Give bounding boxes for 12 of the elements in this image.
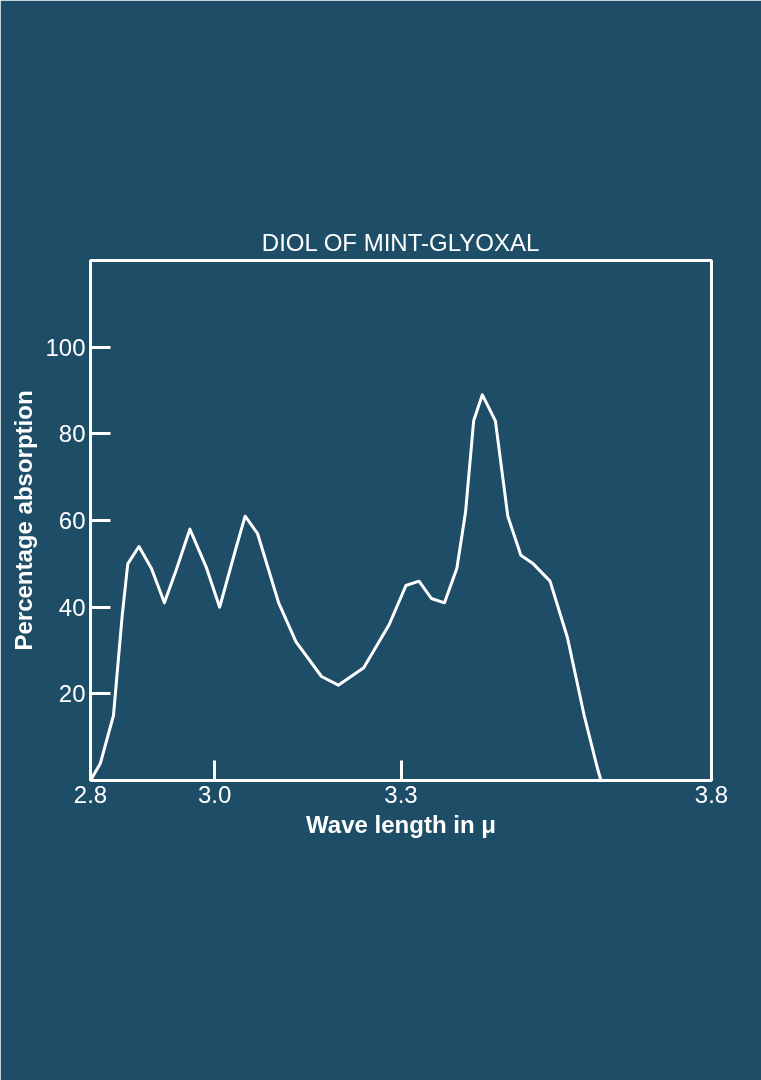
y-tick-label: 60 [58,507,86,534]
x-tick-label: 3.0 [198,780,232,808]
x-tick-label: 2.8 [73,780,108,808]
x-tick-label: 3.8 [694,780,729,808]
y-tick-label: 20 [58,680,86,708]
chart-title: DIOL OF MINT-GLYOXAL [261,228,540,256]
x-axis-title: Wave length in μ [306,810,496,838]
x-tick-label: 3.3 [384,780,418,808]
y-tick-label: 40 [58,593,86,621]
y-tick-label: 100 [45,333,86,361]
y-tick-label: 80 [58,420,86,448]
y-axis-title: Percentage absorption [10,390,38,651]
